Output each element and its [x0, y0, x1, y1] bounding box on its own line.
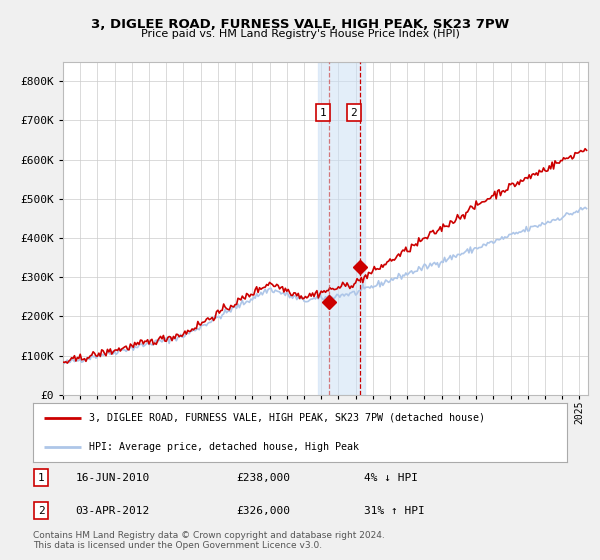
Text: Contains HM Land Registry data © Crown copyright and database right 2024.
This d: Contains HM Land Registry data © Crown c… — [33, 531, 385, 550]
Text: HPI: Average price, detached house, High Peak: HPI: Average price, detached house, High… — [89, 442, 359, 452]
Text: 2: 2 — [350, 108, 357, 118]
Text: 03-APR-2012: 03-APR-2012 — [76, 506, 150, 516]
Text: 2: 2 — [38, 506, 44, 516]
Text: 1: 1 — [38, 473, 44, 483]
Text: Price paid vs. HM Land Registry's House Price Index (HPI): Price paid vs. HM Land Registry's House … — [140, 29, 460, 39]
Text: 1: 1 — [320, 108, 326, 118]
Text: £238,000: £238,000 — [236, 473, 290, 483]
Text: 3, DIGLEE ROAD, FURNESS VALE, HIGH PEAK, SK23 7PW (detached house): 3, DIGLEE ROAD, FURNESS VALE, HIGH PEAK,… — [89, 413, 485, 423]
Bar — [318, 62, 365, 395]
Text: 4% ↓ HPI: 4% ↓ HPI — [364, 473, 418, 483]
Text: 31% ↑ HPI: 31% ↑ HPI — [364, 506, 425, 516]
Text: 16-JUN-2010: 16-JUN-2010 — [76, 473, 150, 483]
Text: £326,000: £326,000 — [236, 506, 290, 516]
Text: 3, DIGLEE ROAD, FURNESS VALE, HIGH PEAK, SK23 7PW: 3, DIGLEE ROAD, FURNESS VALE, HIGH PEAK,… — [91, 18, 509, 31]
